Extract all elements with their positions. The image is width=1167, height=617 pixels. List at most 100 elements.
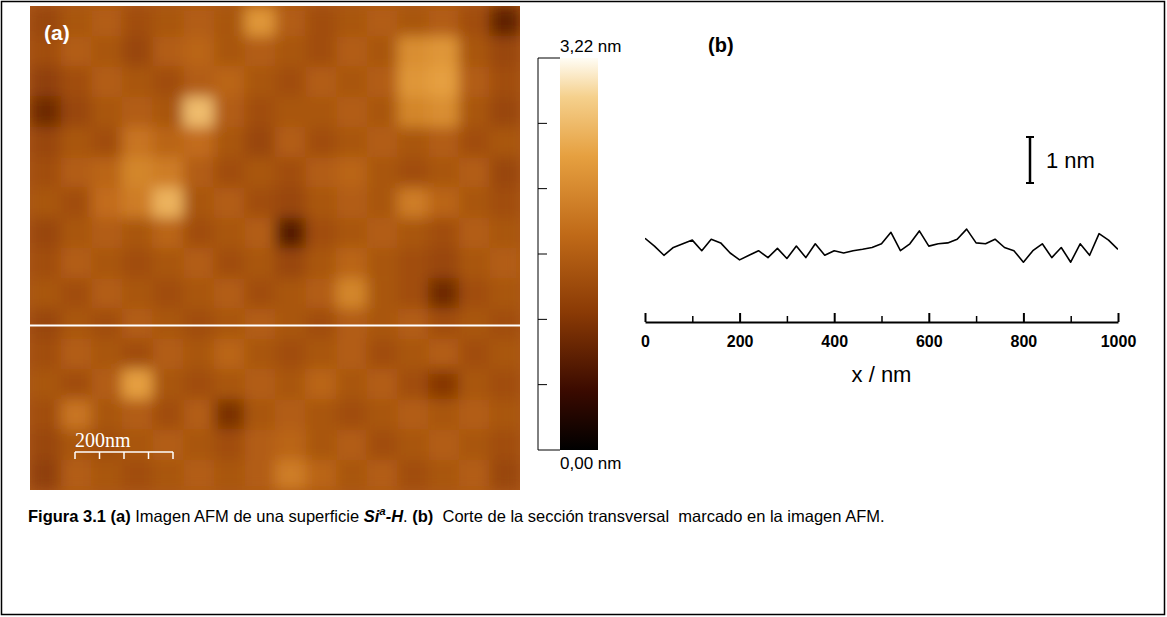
heatmap-cell	[367, 188, 398, 219]
heatmap-cell	[367, 127, 398, 158]
heatmap-cell	[428, 369, 459, 400]
heatmap-cell	[91, 369, 122, 400]
x-axis-line	[646, 322, 1119, 324]
colorbar-minor-tick	[538, 123, 547, 124]
colorbar-minor-tick	[538, 319, 547, 320]
heatmap-cell	[91, 36, 122, 67]
colorbar-tick	[538, 58, 560, 59]
heatmap-cell	[306, 248, 337, 279]
heatmap-cell	[459, 188, 490, 219]
heatmap-cell	[428, 36, 459, 67]
heatmap-cell	[428, 339, 459, 370]
heatmap-cell	[398, 248, 429, 279]
heatmap-cell	[244, 157, 275, 188]
heatmap-cell	[183, 248, 214, 279]
caption-run: a	[379, 505, 385, 517]
heatmap-cell	[122, 67, 153, 98]
heatmap-cell	[61, 188, 92, 219]
heatmap-cell	[306, 67, 337, 98]
heatmap-cell	[306, 36, 337, 67]
heatmap-cell	[367, 430, 398, 461]
section-line	[30, 324, 520, 326]
heatmap-cell	[489, 6, 520, 37]
heatmap-cell	[489, 218, 520, 249]
heatmap-cell	[91, 460, 122, 490]
heatmap-cell	[428, 127, 459, 158]
colorbar-minor-tick	[538, 384, 547, 385]
heatmap-cell	[183, 339, 214, 370]
heatmap-cell	[61, 67, 92, 98]
plot-area	[645, 229, 1118, 262]
x-minor-tick-mark	[1070, 316, 1072, 322]
heatmap-cell	[428, 188, 459, 219]
heatmap-cell	[122, 6, 153, 37]
figure: (a)200nm3,22 nm0,00 nm(b)020040060080010…	[0, 0, 1167, 617]
heatmap-cell	[183, 157, 214, 188]
heatmap-cell	[275, 248, 306, 279]
heatmap-cell	[367, 67, 398, 98]
heatmap-cell	[153, 127, 184, 158]
heatmap-cell	[122, 218, 153, 249]
heatmap-cell	[306, 430, 337, 461]
heatmap-cell	[183, 127, 214, 158]
heatmap-cell	[428, 67, 459, 98]
x-minor-tick-mark	[881, 316, 883, 322]
heatmap-cell	[306, 460, 337, 490]
heatmap-cell	[306, 339, 337, 370]
heatmap-cell	[306, 97, 337, 128]
x-tick: 400	[821, 313, 848, 350]
heatmap-cell	[214, 97, 245, 128]
heatmap-cell	[459, 399, 490, 430]
heatmap-cell	[398, 460, 429, 490]
heatmap-cell	[306, 218, 337, 249]
heatmap-cell	[275, 309, 306, 340]
heatmap-cell	[153, 97, 184, 128]
heatmap-cell	[30, 188, 61, 219]
x-tick-label: 400	[821, 333, 848, 350]
heatmap-cell	[122, 399, 153, 430]
heatmap-cell	[122, 460, 153, 490]
heatmap-cell	[122, 188, 153, 219]
heatmap-cell	[336, 36, 367, 67]
heatmap-cell	[244, 127, 275, 158]
x-tick: 600	[916, 313, 943, 350]
heatmap-cell	[91, 218, 122, 249]
heatmap-cell	[153, 278, 184, 309]
x-tick-mark	[928, 313, 930, 322]
heatmap-cell	[244, 460, 275, 490]
colorbar-tick-label: 3,22 nm	[560, 37, 621, 56]
heatmap-cell	[489, 127, 520, 158]
heatmap-cell	[367, 248, 398, 279]
heatmap-cell	[306, 278, 337, 309]
heatmap-cell	[367, 218, 398, 249]
x-tick: 800	[1011, 313, 1038, 350]
heatmap-cell	[489, 430, 520, 461]
heatmap-cell	[367, 369, 398, 400]
heatmap-cell	[489, 157, 520, 188]
heatmap-cell	[459, 460, 490, 490]
heatmap-cell	[459, 67, 490, 98]
heatmap-cell	[459, 36, 490, 67]
heatmap-cell	[183, 460, 214, 490]
x-tick-label: 600	[916, 333, 943, 350]
heatmap-cell	[153, 6, 184, 37]
heatmap-cell	[428, 248, 459, 279]
x-minor-tick	[976, 316, 977, 322]
colorbar	[560, 58, 598, 450]
heatmap-cell	[336, 6, 367, 37]
heatmap-cell	[30, 339, 61, 370]
heatmap-cell	[61, 309, 92, 340]
heatmap-cell	[275, 339, 306, 370]
heatmap-cell	[336, 460, 367, 490]
heatmap-cell	[398, 339, 429, 370]
heatmap-cell	[91, 339, 122, 370]
heatmap-cell	[428, 460, 459, 490]
x-minor-tick-mark	[787, 316, 789, 322]
heatmap-cell	[214, 6, 245, 37]
figure-frame	[2, 2, 1165, 615]
heatmap-cell	[398, 399, 429, 430]
heatmap-cell	[398, 36, 429, 67]
heatmap-cell	[489, 67, 520, 98]
heatmap-cell	[459, 6, 490, 37]
heatmap-cell	[61, 369, 92, 400]
